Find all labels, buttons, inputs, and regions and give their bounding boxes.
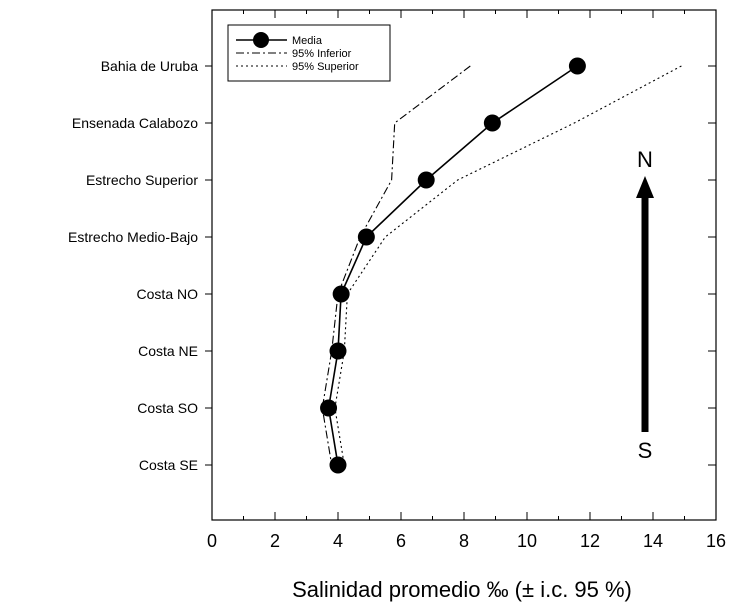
category-label: Bahia de Uruba: [101, 58, 199, 74]
x-tick-label: 0: [207, 531, 217, 551]
x-tick-labels: 0 2 4 6 8 10 12 14 16: [207, 531, 726, 551]
media-point: [483, 114, 501, 132]
media-point: [329, 342, 347, 360]
series-line-2: [334, 65, 682, 466]
media-point: [568, 57, 586, 75]
legend-label-inferior: 95% Inferior: [292, 48, 352, 60]
y-axis-ticks: [205, 65, 716, 466]
legend-marker-media: [253, 32, 269, 48]
media-point: [329, 456, 347, 474]
media-point: [332, 285, 350, 303]
media-point: [357, 228, 375, 246]
media-markers: [320, 57, 586, 474]
series-line-0: [327, 65, 578, 466]
media-point: [417, 171, 435, 189]
compass-arrowhead: [636, 176, 654, 198]
x-tick-label: 12: [580, 531, 600, 551]
category-labels: Bahia de Uruba Ensenada Calabozo Estrecho …: [68, 58, 198, 473]
category-label: Costa NE: [138, 343, 198, 359]
media-point: [320, 399, 338, 417]
x-tick-label: 14: [643, 531, 663, 551]
compass-south-label: S: [638, 438, 653, 463]
legend-label-media: Media: [292, 35, 323, 47]
x-tick-label: 6: [396, 531, 406, 551]
x-tick-label: 10: [517, 531, 537, 551]
category-label: Costa SO: [137, 400, 198, 416]
category-label: Estrecho Medio-Bajo: [68, 229, 198, 245]
x-tick-label: 2: [270, 531, 280, 551]
legend: Media 95% Inferior 95% Superior: [227, 24, 391, 82]
category-label: Ensenada Calabozo: [72, 115, 198, 131]
category-label: Costa SE: [139, 457, 198, 473]
category-label: Costa NO: [137, 286, 199, 302]
x-tick-label: 16: [706, 531, 726, 551]
x-tick-label: 4: [333, 531, 343, 551]
legend-label-superior: 95% Superior: [292, 61, 359, 73]
series-lines: [321, 65, 682, 466]
x-axis-title: Salinidad promedio ‰ (± i.c. 95 %): [292, 577, 632, 602]
x-tick-label: 8: [459, 531, 469, 551]
x-axis-ticks: [211, 10, 717, 520]
series-line-1: [321, 65, 471, 466]
compass-north-label: N: [637, 147, 653, 172]
category-label: Estrecho Superior: [86, 172, 198, 188]
compass-arrow: N S: [636, 147, 654, 463]
